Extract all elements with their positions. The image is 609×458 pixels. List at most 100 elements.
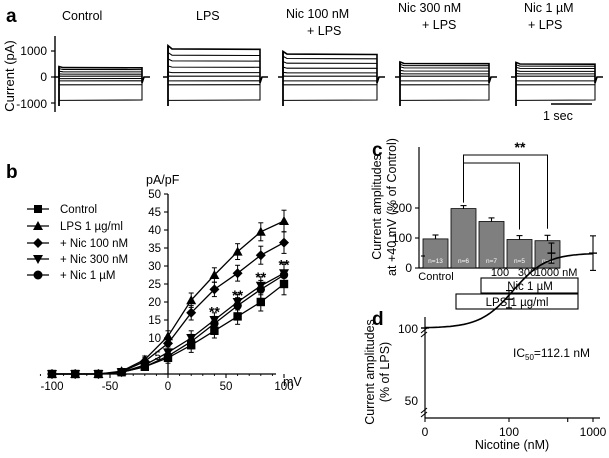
panel-d-ticks: 0 100 1000: [421, 255, 607, 439]
point-marker-triangle-up: [232, 246, 243, 256]
bar: [422, 238, 449, 269]
panel-d-ytick-50: 50: [405, 394, 419, 408]
panel-c-y-label-line1: Current amplitudes: [370, 154, 384, 260]
point-marker-circle: [256, 285, 265, 294]
point-marker-circle: [279, 270, 289, 280]
panel-d-xtick-label: 100: [499, 425, 519, 439]
bar-n-label: n=6: [458, 258, 469, 265]
panel-letter-a: a: [6, 6, 17, 27]
current-trace: [163, 75, 268, 84]
legend-marker-circle: [33, 270, 43, 280]
point-marker-circle: [71, 369, 80, 379]
point-marker-triangle-up: [255, 226, 266, 236]
legend-label-nic1um: + Nic 1 µM: [60, 270, 116, 282]
legend-label-lps: LPS 1 µg/ml: [60, 221, 123, 233]
significance-marker: **: [515, 139, 526, 155]
panel-c-category-control: Control: [418, 271, 453, 283]
point-marker-circle: [210, 319, 219, 328]
condition-label-lps: LPS: [196, 9, 220, 23]
legend-item-nic100: + Nic 100 nM: [27, 238, 128, 250]
legend-item-control: Control: [27, 204, 97, 216]
panel-b-y-unit: pA/pF: [146, 173, 180, 187]
current-trace: [511, 76, 603, 84]
legend-item-lps: LPS 1 µg/ml: [27, 221, 123, 233]
point-marker-circle: [117, 368, 126, 377]
current-trace: [54, 76, 150, 84]
bar: [478, 221, 505, 269]
panel-c-ytick-label: 0: [405, 261, 412, 275]
panel-b-x-unit: mV: [283, 375, 302, 389]
current-trace: [395, 76, 497, 84]
panel-b-xtick-label: 50: [220, 381, 233, 393]
trace-groups: [51, 36, 603, 112]
significance-bracket-outer: [463, 154, 548, 229]
bar: [450, 208, 477, 269]
legend-label-nic100: + Nic 100 nM: [60, 238, 128, 250]
panel-d-y-label-line1: Current amplitudes: [363, 319, 377, 425]
group-box-nicotine: [480, 277, 579, 294]
panel-c-ytick-label: 200: [392, 201, 412, 215]
panel-b-xtick-label: 0: [165, 381, 171, 393]
current-trace: [511, 61, 603, 84]
panel-b-xtick-label: 100: [274, 381, 293, 393]
condition-label-nic1um-line2: + LPS: [528, 18, 562, 32]
point-marker-triangle-up: [279, 216, 289, 225]
legend-marker-triangle-down: [33, 255, 43, 264]
scale-bar-label: 1 sec: [543, 109, 573, 123]
panel-a: a Current (pA) 1000 0 -1000 Control LPS …: [2, 1, 603, 123]
condition-label-control: Control: [62, 9, 102, 23]
significance-marker: **: [255, 269, 266, 285]
panel-letter-c: c: [372, 140, 383, 161]
bar-n-label: n=5: [514, 258, 525, 265]
panel-b-ticks: 5 10 15 20 25 30 35 40 45 50 -100 -50 0 50 100: [39, 189, 294, 393]
current-trace: [163, 58, 268, 84]
bar-n-label: n=13: [428, 258, 443, 265]
legend-marker-square: [34, 205, 42, 213]
condition-label-nic100-line1: Nic 100 nM: [286, 7, 349, 21]
panel-a-ytick-0: 0: [40, 70, 47, 84]
point-marker-triangle-up: [209, 270, 220, 279]
bar: [506, 239, 533, 269]
panel-c: c Current amplitudes at +40 mV (% of Con…: [370, 138, 579, 310]
current-trace: [54, 76, 150, 84]
condition-label-nic100-line2: + LPS: [307, 24, 341, 38]
current-trace: [395, 75, 497, 84]
legend-item-nic1um: + Nic 1 µM: [27, 270, 116, 282]
panel-a-y-label: Current (pA): [2, 40, 17, 112]
y-axis-break-bottom: [420, 407, 428, 418]
current-trace: [511, 72, 603, 84]
point-marker-diamond: [163, 338, 173, 349]
panel-b-xtick-label: -50: [102, 381, 119, 393]
trace-group-2: [163, 43, 268, 106]
bar-n-label: n=7: [486, 258, 497, 265]
panel-b-ytick-label: 15: [148, 315, 161, 327]
panel-d-points: [421, 235, 597, 329]
condition-label-nic1um-line1: Nic 1 µM: [524, 1, 574, 15]
current-trace: [54, 75, 150, 84]
panel-b: b pA/pF mV 5 10 15 20 25 30 35 40 45 50 -100 -50 0 50…: [6, 162, 302, 393]
y-axis-break-top: [420, 327, 428, 338]
panel-c-category-100: 100: [491, 267, 509, 279]
panel-b-ytick-label: 5: [155, 351, 161, 363]
panel-c-category-1000: 1000 nM: [535, 267, 578, 279]
condition-label-nic300-line2: + LPS: [422, 18, 456, 32]
condition-label-nic300-line1: Nic 300 nM: [398, 1, 461, 15]
point-marker-diamond: [186, 307, 197, 318]
point-marker-circle: [94, 369, 103, 379]
significance-marker: **: [209, 303, 220, 319]
point-marker-diamond: [232, 268, 243, 279]
bar: [534, 240, 561, 269]
point-marker-circle: [140, 362, 149, 371]
panel-c-y-label-line2: at +40 mV (% of Control): [385, 138, 399, 276]
panel-b-ytick-label: 10: [148, 333, 161, 345]
panel-b-ytick-label: 45: [148, 207, 161, 219]
panel-c-ticks: 0 100 200: [392, 201, 419, 275]
panel-b-ytick-label: 20: [148, 297, 161, 309]
current-trace: [395, 72, 497, 84]
trace-group-5: [511, 61, 603, 106]
panel-b-ytick-label: 50: [148, 189, 161, 201]
panel-d-ytick-100: 100: [398, 322, 418, 336]
panel-d-xtick-label: 0: [422, 425, 429, 439]
point-marker-square: [256, 297, 265, 307]
